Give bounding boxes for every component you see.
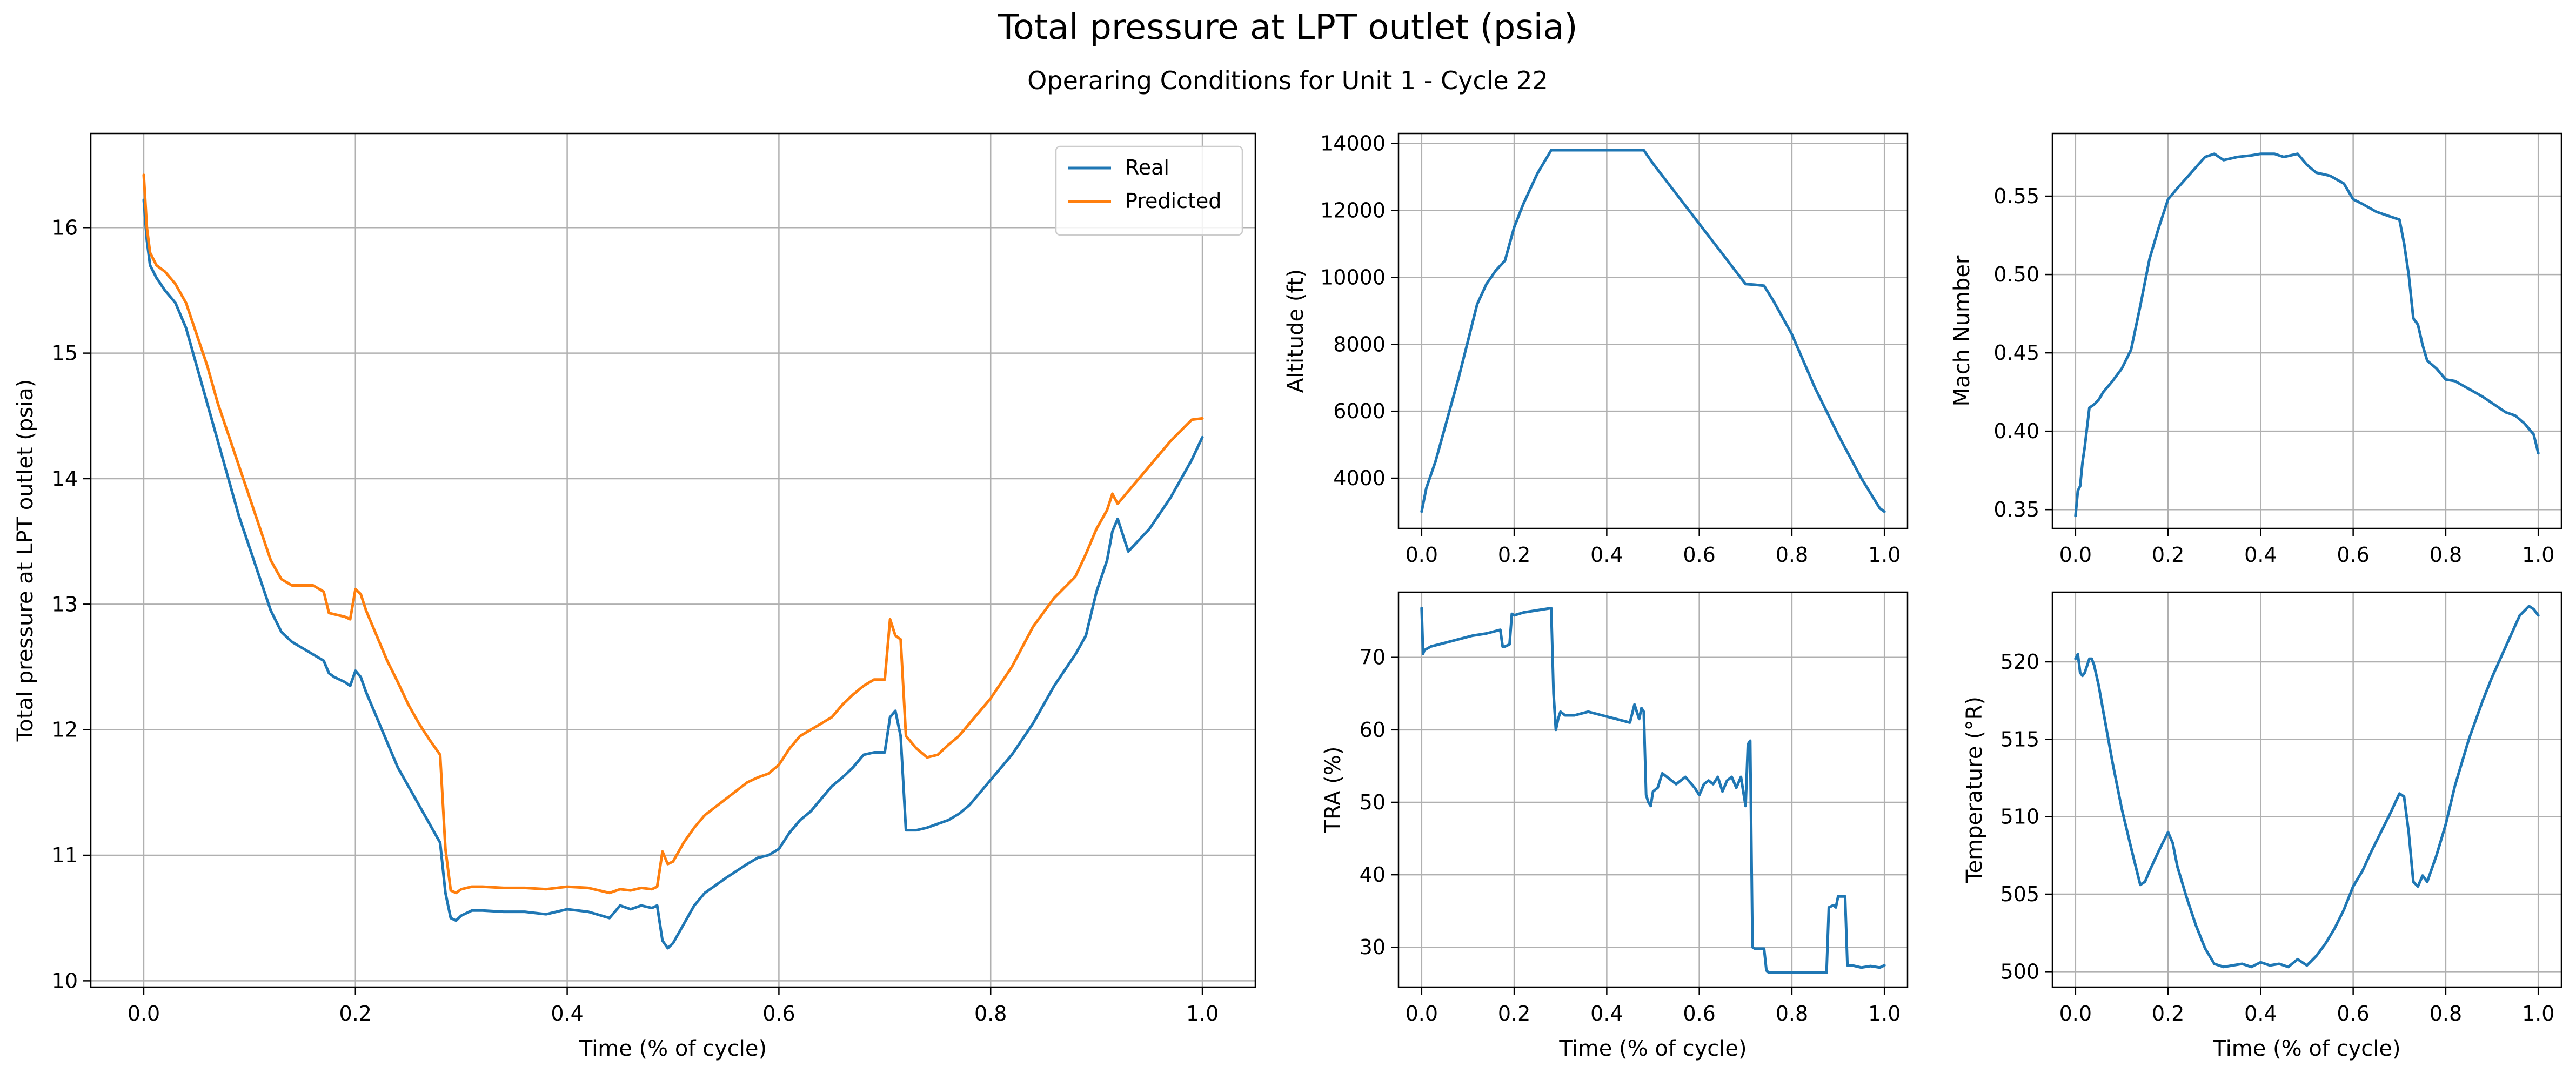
y-tick-label: 4000	[1333, 466, 1386, 490]
y-tick-label: 12000	[1320, 198, 1386, 222]
figure-subtitle: Operaring Conditions for Unit 1 - Cycle …	[1027, 66, 1548, 95]
x-tick-label: 0.2	[339, 1002, 372, 1025]
y-axis-label: Altitude (ft)	[1283, 269, 1308, 393]
x-tick-label: 0.0	[2059, 543, 2092, 567]
mach-chart: 0.0 0.2 0.4 0.6 0.8 1.0 0.35 0.40 0.45 0.50 0.55 Ma…	[1950, 132, 2562, 567]
x-tick-label: 0.6	[2337, 543, 2369, 567]
y-tick-label: 0.40	[1993, 419, 2039, 443]
x-tick-label: 0.6	[1683, 1002, 1715, 1025]
y-tick-label: 515	[2000, 727, 2039, 751]
y-tick-label: 505	[2000, 882, 2039, 906]
y-tick-label: 13	[52, 592, 78, 616]
x-tick-label: 0.2	[2152, 543, 2184, 567]
y-tick-label: 520	[2000, 650, 2039, 674]
x-tick-label: 0.0	[128, 1002, 160, 1025]
series-line-temperature	[2074, 605, 2540, 969]
y-tick-label: 0.45	[1993, 341, 2039, 365]
y-tick-label: 500	[2000, 960, 2039, 983]
axes-frame	[2051, 132, 2562, 529]
tra-chart: 0.0 0.2 0.4 0.6 0.8 1.0 30 40 50 60 70 Time (% of c…	[1321, 591, 1909, 1061]
x-axis-label: Time (% of cycle)	[2212, 1036, 2400, 1061]
x-axis-label: Time (% of cycle)	[1558, 1036, 1747, 1061]
x-tick-label: 0.0	[1406, 543, 1438, 567]
y-tick-label: 40	[1360, 863, 1386, 887]
y-tick-label: 12	[52, 718, 78, 742]
axes-frame	[1397, 132, 1909, 529]
y-tick-label: 11	[52, 843, 78, 867]
x-tick-label: 0.6	[762, 1002, 795, 1025]
y-tick-label: 60	[1360, 718, 1386, 742]
y-tick-label: 0.50	[1993, 263, 2039, 286]
legend-label-predicted: Predicted	[1125, 189, 1221, 213]
y-tick-label: 0.55	[1993, 184, 2039, 208]
y-tick-label: 14000	[1320, 132, 1386, 156]
x-tick-label: 1.0	[2522, 543, 2554, 567]
y-axis-label: TRA (%)	[1321, 747, 1346, 834]
y-tick-label: 16	[52, 216, 78, 239]
axes-frame	[1397, 591, 1909, 988]
y-tick-label: 30	[1360, 935, 1386, 959]
x-tick-label: 1.0	[1868, 543, 1901, 567]
y-tick-label: 10000	[1320, 265, 1386, 289]
temperature-chart: 0.0 0.2 0.4 0.6 0.8 1.0 500 505 510 515 520 Time (%…	[1962, 591, 2562, 1061]
x-tick-label: 0.8	[2430, 543, 2462, 567]
y-tick-label: 8000	[1333, 332, 1386, 356]
x-tick-label: 0.6	[2337, 1002, 2369, 1025]
x-tick-label: 0.8	[974, 1002, 1007, 1025]
x-tick-label: 1.0	[1186, 1002, 1219, 1025]
x-tick-label: 1.0	[2522, 1002, 2554, 1025]
x-tick-label: 0.8	[1776, 1002, 1808, 1025]
pressure-chart: 0.0 0.2 0.4 0.6 0.8 1.0 10 11 12 13 14 15 16 Time (% …	[13, 132, 1256, 1061]
x-tick-label: 0.4	[551, 1002, 583, 1025]
x-tick-label: 0.4	[2244, 1002, 2277, 1025]
y-axis-label: Mach Number	[1950, 255, 1975, 406]
x-axis-label: Time (% of cycle)	[579, 1036, 767, 1061]
altitude-chart: 0.0 0.2 0.4 0.6 0.8 1.0 4000 6000 8000 10000 12000…	[1283, 132, 1909, 567]
x-tick-label: 0.0	[2059, 1002, 2092, 1025]
x-tick-label: 0.0	[1406, 1002, 1438, 1025]
x-tick-label: 0.4	[1590, 543, 1623, 567]
y-tick-label: 14	[52, 467, 78, 491]
y-axis-label: Total pressure at LPT outlet (psia)	[13, 379, 38, 742]
x-tick-label: 0.4	[1590, 1002, 1623, 1025]
y-tick-label: 0.35	[1993, 498, 2039, 521]
x-tick-label: 0.2	[1498, 543, 1530, 567]
x-tick-label: 0.2	[2152, 1002, 2184, 1025]
series-line-tra	[1420, 607, 1886, 974]
axes-frame	[2051, 591, 2562, 988]
x-tick-label: 0.8	[2430, 1002, 2462, 1025]
y-tick-label: 50	[1360, 790, 1386, 814]
series-line-altitude	[1420, 149, 1886, 513]
y-axis-label: Temperature (°R)	[1962, 696, 1987, 883]
x-tick-label: 0.2	[1498, 1002, 1530, 1025]
y-tick-label: 10	[52, 969, 78, 992]
x-tick-label: 0.8	[1776, 543, 1808, 567]
y-tick-label: 70	[1360, 646, 1386, 669]
x-tick-label: 0.6	[1683, 543, 1715, 567]
y-tick-label: 15	[52, 341, 78, 365]
x-tick-label: 0.4	[2244, 543, 2277, 567]
x-tick-label: 1.0	[1868, 1002, 1901, 1025]
y-tick-label: 6000	[1333, 399, 1386, 423]
legend-label-real: Real	[1125, 156, 1169, 179]
series-line-predicted	[142, 173, 1204, 895]
figure-title: Total pressure at LPT outlet (psia)	[997, 8, 1577, 48]
axes-frame	[90, 132, 1256, 988]
y-tick-label: 510	[2000, 805, 2039, 829]
series-line-mach	[2074, 152, 2540, 518]
series-line-real	[142, 198, 1204, 950]
